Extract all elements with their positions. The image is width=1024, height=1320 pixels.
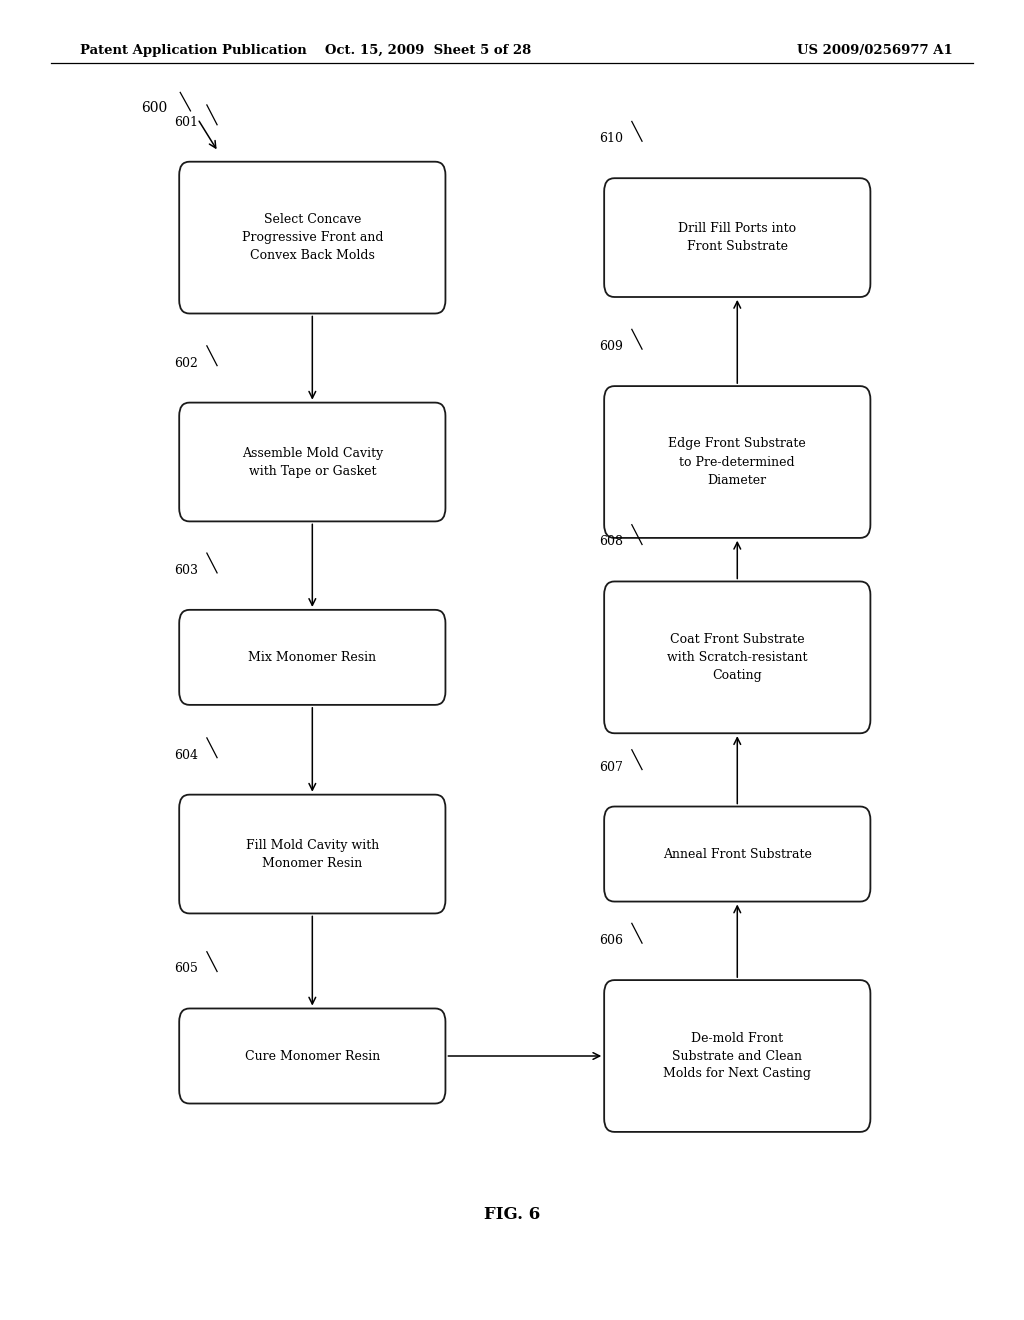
FancyBboxPatch shape: [179, 162, 445, 314]
Text: Select Concave
Progressive Front and
Convex Back Molds: Select Concave Progressive Front and Con…: [242, 213, 383, 263]
FancyBboxPatch shape: [179, 795, 445, 913]
Text: Edge Front Substrate
to Pre-determined
Diameter: Edge Front Substrate to Pre-determined D…: [669, 437, 806, 487]
Text: 602: 602: [174, 356, 198, 370]
Text: 606: 606: [599, 935, 623, 948]
Text: Mix Monomer Resin: Mix Monomer Resin: [248, 651, 377, 664]
Text: 609: 609: [599, 341, 623, 352]
Text: 601: 601: [174, 116, 198, 129]
Text: 607: 607: [599, 760, 623, 774]
Text: 605: 605: [174, 962, 198, 975]
Text: US 2009/0256977 A1: US 2009/0256977 A1: [797, 44, 952, 57]
Text: 604: 604: [174, 748, 198, 762]
Text: 610: 610: [599, 132, 623, 145]
FancyBboxPatch shape: [604, 807, 870, 902]
Text: Drill Fill Ports into
Front Substrate: Drill Fill Ports into Front Substrate: [678, 222, 797, 253]
Text: 603: 603: [174, 564, 198, 577]
Text: De-mold Front
Substrate and Clean
Molds for Next Casting: De-mold Front Substrate and Clean Molds …: [664, 1031, 811, 1081]
FancyBboxPatch shape: [179, 403, 445, 521]
FancyBboxPatch shape: [604, 581, 870, 734]
Text: 608: 608: [599, 536, 623, 549]
Text: Assemble Mold Cavity
with Tape or Gasket: Assemble Mold Cavity with Tape or Gasket: [242, 446, 383, 478]
Text: Anneal Front Substrate: Anneal Front Substrate: [663, 847, 812, 861]
Text: Patent Application Publication: Patent Application Publication: [80, 44, 306, 57]
FancyBboxPatch shape: [179, 610, 445, 705]
Text: Fill Mold Cavity with
Monomer Resin: Fill Mold Cavity with Monomer Resin: [246, 838, 379, 870]
Text: 600: 600: [141, 102, 168, 115]
Text: Oct. 15, 2009  Sheet 5 of 28: Oct. 15, 2009 Sheet 5 of 28: [325, 44, 531, 57]
FancyBboxPatch shape: [179, 1008, 445, 1104]
FancyBboxPatch shape: [604, 178, 870, 297]
FancyBboxPatch shape: [604, 979, 870, 1131]
Text: FIG. 6: FIG. 6: [484, 1206, 540, 1222]
Text: Cure Monomer Resin: Cure Monomer Resin: [245, 1049, 380, 1063]
FancyBboxPatch shape: [604, 385, 870, 539]
Text: Coat Front Substrate
with Scratch-resistant
Coating: Coat Front Substrate with Scratch-resist…: [667, 632, 808, 682]
